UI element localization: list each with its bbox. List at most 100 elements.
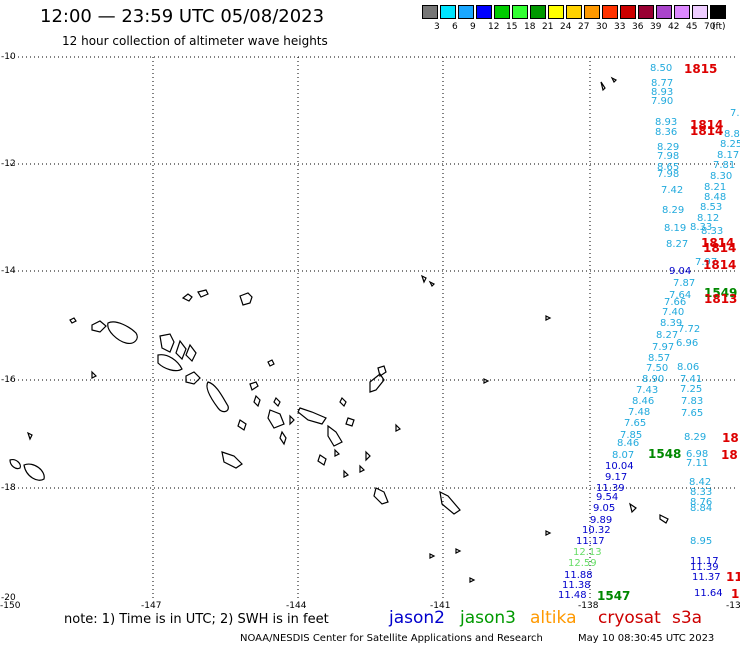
wave-height-value: 7.9 [730,108,740,119]
wave-height-value: 8.07 [612,450,635,461]
colorbar-tick-label: 6 [452,22,458,32]
wave-height-value: 7.87 [673,278,696,289]
wave-height-value: 11.64 [694,588,723,599]
wave-height-value: 8.57 [648,353,671,364]
wave-height-value: 7.98 [657,169,680,180]
map-subtitle: 12 hour collection of altimeter wave hei… [62,34,328,48]
track-time-label: 1813 [704,292,738,306]
wave-height-value: 8.90 [642,374,665,385]
longitude-label: -147 [141,601,162,611]
wave-height-value: 11.48 [558,590,587,601]
wave-height-value: 8.33 [690,222,713,233]
colorbar-tick-label: 27 [578,22,590,32]
wave-height-value: 8.50 [650,63,673,74]
wave-height-value: 7.41 [680,374,703,385]
wave-height-value: 7.65 [624,418,647,429]
satellite-legend-item: jason2 [389,608,445,628]
colorbar-tick-label: 70 [704,22,716,32]
wave-height-value: 7.66 [664,297,687,308]
colorbar-tick-label: 21 [542,22,554,32]
track-time-label: 1814 [701,236,735,250]
colorbar-tick-label: 18 [524,22,536,32]
wave-height-value: 8.46 [632,396,655,407]
satellite-legend-item: altika [530,608,577,628]
wave-height-value: 8.06 [677,362,700,373]
wave-height-value: 9.17 [605,472,628,483]
footer-note: note: 1) Time is in UTC; 2) SWH is in fe… [64,612,329,627]
track-time-label: 1814 [703,241,737,255]
track-time-label: 181 [722,431,740,445]
wave-height-value: 7.48 [628,407,651,418]
island-outlines [9,76,669,583]
longitude-label: -135 [726,601,740,611]
wave-height-value: 6.96 [676,338,699,349]
wave-height-value: 7.64 [669,290,692,301]
track-time-label: 11 [726,570,740,584]
colorbar-swatch [548,5,564,19]
wave-height-value: 8.95 [690,536,713,547]
wave-height-value: 9.04 [669,266,692,277]
colorbar-tick-label: 15 [506,22,518,32]
wave-height-value: 8.30 [710,171,733,182]
colorbar-tick-label: 30 [596,22,608,32]
wave-height-value: 8.33 [690,487,713,498]
colorbar-tick-label: 9 [470,22,476,32]
wave-height-value: 9.05 [593,503,616,514]
wave-height-value: 6.98 [686,449,709,460]
latitude-label: -12 [1,159,16,169]
wave-height-value: 7.40 [662,307,685,318]
colorbar-swatch [458,5,474,19]
wave-height-value: 7.98 [657,151,680,162]
wave-height-value: 8.39 [660,318,683,329]
wave-height-value: 12.59 [568,558,597,569]
wave-height-value: 8.27 [656,330,679,341]
wave-height-value: 8.8 [724,129,740,140]
colorbar-swatch [584,5,600,19]
wave-height-value: 8.19 [664,223,687,234]
colorbar-swatch [656,5,672,19]
wave-height-value: 7.85 [620,430,643,441]
colorbar-swatch [566,5,582,19]
track-time-label: 18 [721,448,738,462]
satellite-legend-item: jason3 [460,608,516,628]
wave-height-value: 7.81 [713,160,736,171]
colorbar-tick-label: 42 [668,22,680,32]
graticule [10,56,738,598]
wave-height-value: 8.77 [651,78,674,89]
wave-height-value: 8.36 [655,127,678,138]
wave-height-value: 7.97 [652,342,675,353]
map-title: 12:00 — 23:59 UTC 05/08/2023 [40,6,325,27]
colorbar-tick-label: 3 [434,22,440,32]
colorbar-tick-label: 12 [488,22,500,32]
wave-height-value: 7.11 [686,458,709,469]
wave-height-value: 8.33 [701,226,724,237]
colorbar-swatch [674,5,690,19]
wave-height-value: 7.83 [681,396,704,407]
wave-height-value: 9.54 [596,492,619,503]
wave-height-value: 8.84 [690,503,713,514]
wave-height-value: 7.42 [661,185,684,196]
longitude-label: -144 [286,601,307,611]
wave-height-value: 9.89 [590,515,613,526]
wave-height-value: 7.97 [695,257,718,268]
wave-height-value: 7.72 [678,324,701,335]
satellite-legend-item: s3a [672,608,703,628]
wave-height-value: 11.17 [690,556,719,567]
wave-height-value: 11.37 [692,572,721,583]
wave-height-value: 8.65 [657,162,680,173]
track-time-label: 1814 [690,118,724,132]
colorbar-swatch [494,5,510,19]
track-time-label: 1548 [648,447,682,461]
wave-height-value: 11.38 [562,580,591,591]
wave-height-value: 11.88 [564,570,593,581]
wave-height-value: 8.12 [697,213,720,224]
colorbar-tick-label: 36 [632,22,644,32]
colorbar-tick-label: 39 [650,22,662,32]
longitude-label: -138 [578,601,599,611]
credit-line: NOAA/NESDIS Center for Satellite Applica… [240,633,543,644]
colorbar-tick-label: 24 [560,22,572,32]
wave-height-value: 8.48 [704,192,727,203]
latitude-label: -10 [1,52,16,62]
wave-height-value: 8.27 [666,239,689,250]
colorbar-swatch [422,5,438,19]
